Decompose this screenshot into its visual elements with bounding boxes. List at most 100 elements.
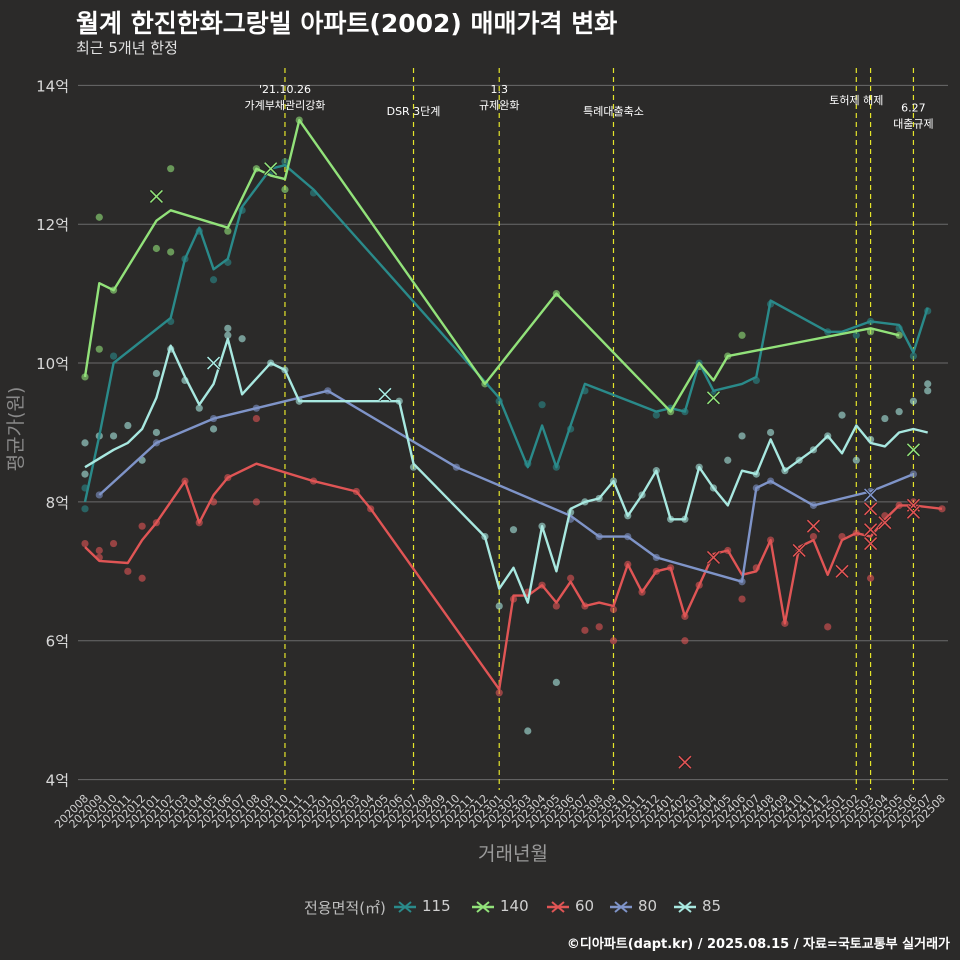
y-tick-label: 4억 xyxy=(46,772,69,790)
event-label-line: 6.27 xyxy=(901,102,926,115)
data-point-85 xyxy=(81,470,89,478)
y-axis-label: 평균가(원) xyxy=(5,387,27,472)
cross-marker-140 xyxy=(706,390,721,405)
data-point-60 xyxy=(124,567,132,575)
data-point-60 xyxy=(138,522,146,530)
x-axis-label: 거래년월 xyxy=(478,843,548,865)
cross-marker-85 xyxy=(377,387,393,402)
data-point-85 xyxy=(238,335,246,343)
chart-title: 월계 한진한화그랑빌 아파트(2002) 매매가격 변화 xyxy=(76,9,618,38)
cross-marker-60 xyxy=(834,564,850,579)
data-point-85 xyxy=(495,602,503,610)
cross-stroke xyxy=(806,519,821,533)
event-label-line: 규제완화 xyxy=(479,99,519,112)
cross-stroke xyxy=(878,516,892,530)
data-point-60 xyxy=(595,623,603,631)
cross-marker-60 xyxy=(863,522,878,537)
grid-lines xyxy=(78,84,948,781)
source-caption: ©디아파트(dapt.kr) / 2025.08.15 / 자료=국토교통부 실… xyxy=(566,937,950,952)
legend-label-80: 80 xyxy=(638,897,658,915)
event-label: '21.10.26 가계부채관리강화 xyxy=(244,83,325,112)
legend-key-85 xyxy=(674,901,696,913)
series-line-80 xyxy=(98,389,914,583)
data-point-115 xyxy=(909,352,918,360)
data-point-60 xyxy=(938,505,946,513)
data-point-115 xyxy=(281,158,289,166)
data-point-140 xyxy=(81,373,89,381)
data-point-60 xyxy=(809,533,818,541)
data-point-115 xyxy=(81,505,89,513)
data-point-60 xyxy=(866,574,875,582)
legend-label-85: 85 xyxy=(702,897,722,915)
cross-marker-140 xyxy=(149,189,164,204)
event-markers: '21.10.26 가계부채관리강화 DSR 3단계 1.3 규제완화 특례대출축소 토허제… xyxy=(244,68,934,790)
data-point-85 xyxy=(924,387,932,395)
data-point-60 xyxy=(609,637,618,645)
data-point-85 xyxy=(738,432,746,440)
cross-stroke xyxy=(906,505,920,519)
legend-key-60 xyxy=(547,901,569,913)
cross-marker-60 xyxy=(906,505,921,520)
cross-marker-140 xyxy=(906,442,921,457)
cross-stroke xyxy=(792,543,806,558)
data-point-140 xyxy=(167,165,175,173)
data-point-85 xyxy=(81,439,89,447)
series-line-60 xyxy=(84,462,943,691)
data-point-85 xyxy=(109,432,118,440)
legend-label-140: 140 xyxy=(500,897,529,915)
data-point-85 xyxy=(124,421,132,430)
cross-stroke xyxy=(835,564,849,578)
data-point-60 xyxy=(81,539,89,548)
event-label: 1.3 규제완화 xyxy=(479,83,519,112)
data-point-85 xyxy=(881,414,889,423)
event-label-line: 대출규제 xyxy=(893,118,933,131)
cross-stroke xyxy=(864,488,878,502)
data-points xyxy=(81,116,946,735)
legend-key-140 xyxy=(472,901,494,913)
cross-stroke xyxy=(864,523,878,537)
data-point-85 xyxy=(524,727,532,735)
data-point-140 xyxy=(95,213,103,221)
cross-marker-85 xyxy=(206,355,221,371)
event-label-line: 가계부채관리강화 xyxy=(244,99,325,112)
y-tick-label: 14억 xyxy=(36,77,69,95)
data-point-85 xyxy=(724,456,732,464)
cross-marker-60 xyxy=(677,755,692,770)
cross-stroke xyxy=(678,755,692,769)
data-point-140 xyxy=(95,345,103,353)
data-point-140 xyxy=(224,227,232,235)
data-point-60 xyxy=(609,605,618,614)
data-point-85 xyxy=(852,456,860,464)
y-tick-label: 12억 xyxy=(36,216,69,234)
legend-title: 전용면적(㎡) xyxy=(304,899,386,917)
data-point-115 xyxy=(209,276,218,284)
cross-stroke xyxy=(206,356,221,370)
data-point-85 xyxy=(224,324,232,332)
data-point-85 xyxy=(509,526,518,534)
data-point-140 xyxy=(152,244,161,253)
cross-marker-60 xyxy=(863,536,878,551)
series-line-140 xyxy=(83,118,900,413)
series-line-115 xyxy=(83,164,929,503)
data-point-115 xyxy=(109,352,118,360)
data-point-140 xyxy=(281,185,289,194)
data-point-115 xyxy=(652,411,660,419)
data-point-60 xyxy=(552,602,560,610)
data-point-140 xyxy=(866,328,875,336)
data-point-85 xyxy=(838,411,846,419)
cross-stroke xyxy=(706,550,721,564)
event-label-line: 특례대출축소 xyxy=(583,105,644,118)
data-point-85 xyxy=(152,369,161,378)
cross-stroke xyxy=(864,502,878,516)
data-point-60 xyxy=(581,626,589,634)
legend: 전용면적(㎡) 115 140 60 80 85 xyxy=(0,896,960,918)
data-point-85 xyxy=(152,428,161,437)
event-label: DSR 3단계 xyxy=(387,105,441,118)
cross-stroke xyxy=(906,443,920,457)
data-point-140 xyxy=(895,331,903,339)
cross-stroke xyxy=(706,391,721,405)
x-axis-ticks: 2020082020092020102020112020122021012021… xyxy=(52,792,948,831)
data-point-115 xyxy=(852,331,860,339)
cross-marker-60 xyxy=(806,519,821,534)
